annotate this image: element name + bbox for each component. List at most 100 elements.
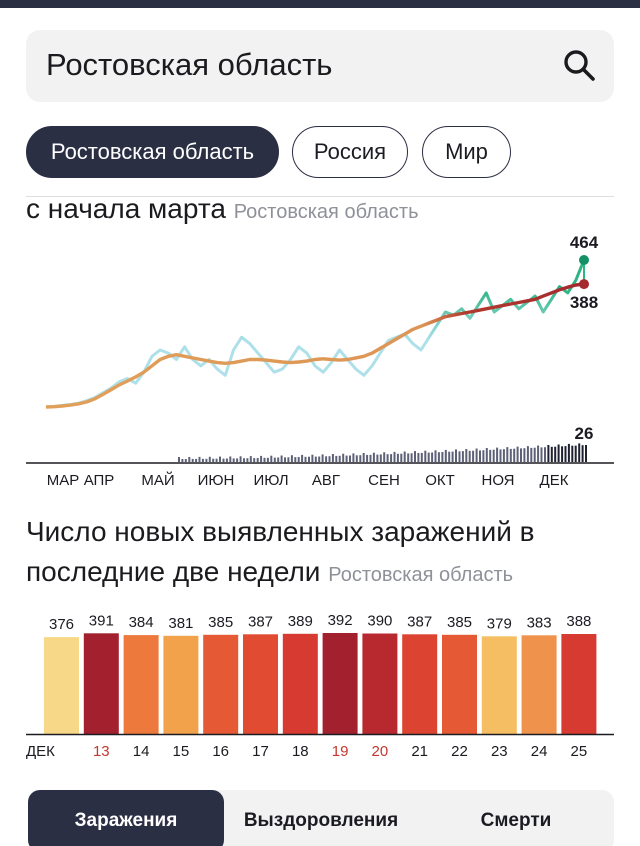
deaths-bar bbox=[352, 453, 355, 462]
deaths-bar bbox=[318, 456, 321, 462]
deaths-bar bbox=[448, 451, 451, 462]
deaths-bar bbox=[417, 453, 420, 462]
deaths-bar bbox=[369, 454, 372, 462]
bar bbox=[123, 635, 159, 734]
bar bbox=[362, 633, 398, 734]
deaths-bar bbox=[489, 449, 492, 462]
bar bbox=[83, 633, 119, 734]
deaths-bar bbox=[581, 445, 584, 462]
bar bbox=[442, 634, 477, 734]
deaths-bar bbox=[345, 455, 348, 462]
daily-last-label: 464 bbox=[570, 233, 599, 252]
deaths-bar bbox=[195, 458, 198, 462]
deaths-bar bbox=[420, 452, 423, 462]
deaths-bar bbox=[561, 446, 564, 462]
deaths-bar bbox=[287, 457, 290, 462]
day-label: 25 bbox=[571, 743, 588, 760]
deaths-bar bbox=[390, 454, 393, 462]
deaths-bar bbox=[396, 453, 399, 462]
tab-infections[interactable]: Заражения bbox=[28, 790, 224, 846]
deaths-bar bbox=[198, 456, 201, 462]
deaths-bar bbox=[362, 453, 365, 462]
deaths-bar bbox=[444, 449, 447, 462]
deaths-bar bbox=[451, 451, 454, 462]
bar-value-label: 385 bbox=[208, 614, 233, 631]
deaths-bar bbox=[547, 445, 550, 462]
deaths-bar bbox=[499, 449, 502, 462]
deaths-bar bbox=[311, 454, 314, 462]
month-prefix-label: ДЕК bbox=[26, 743, 55, 760]
month-label: МАР bbox=[47, 472, 80, 489]
tab-russia[interactable]: Россия bbox=[292, 126, 408, 178]
deaths-bar bbox=[386, 454, 389, 462]
tab-rostov-region[interactable]: Ростовская область bbox=[26, 126, 279, 178]
deaths-bar bbox=[578, 443, 581, 462]
tab-recoveries[interactable]: Выздоровления bbox=[243, 810, 399, 831]
deaths-bar bbox=[284, 457, 286, 462]
bar-value-label: 376 bbox=[49, 616, 74, 633]
deaths-bar bbox=[328, 456, 331, 462]
day-label: 13 bbox=[93, 743, 110, 760]
month-label: МАЙ bbox=[141, 471, 174, 489]
deaths-bar bbox=[366, 454, 369, 462]
deaths-bar bbox=[222, 458, 225, 462]
deaths-bar bbox=[243, 458, 245, 462]
deaths-bar bbox=[403, 451, 406, 462]
section-title-line2: последние две недели bbox=[26, 556, 321, 587]
daily-end-point bbox=[579, 255, 589, 265]
search-icon[interactable] bbox=[562, 48, 596, 82]
deaths-bar bbox=[550, 446, 553, 462]
deaths-bar bbox=[205, 458, 208, 462]
deaths-bar bbox=[256, 458, 259, 462]
deaths-bar bbox=[414, 451, 416, 462]
tab-world[interactable]: Мир bbox=[422, 126, 511, 178]
deaths-bar bbox=[236, 458, 239, 462]
deaths-bar bbox=[479, 450, 481, 462]
cases-since-march-chart: 464 388 26 МАР АПР МАЙ ИЮН ИЮЛ АВГ СЕН ОКТ НОЯ ДЕК bbox=[26, 233, 614, 489]
deaths-bar bbox=[201, 458, 204, 462]
deaths-bar bbox=[260, 455, 263, 462]
deaths-bars bbox=[178, 443, 587, 462]
deaths-bar bbox=[544, 447, 546, 462]
deaths-bar bbox=[496, 447, 499, 462]
section-title-line1: Число новых выявленных заражений в bbox=[26, 516, 535, 547]
month-label: НОЯ bbox=[481, 472, 514, 489]
month-label: ОКТ bbox=[425, 472, 455, 489]
deaths-bar bbox=[212, 458, 215, 462]
bar-value-label: 390 bbox=[367, 613, 392, 630]
deaths-bar bbox=[554, 446, 557, 462]
bar-value-label: 387 bbox=[407, 613, 432, 630]
deaths-last-label: 26 bbox=[575, 424, 594, 443]
deaths-bar bbox=[458, 451, 461, 462]
deaths-bar bbox=[314, 456, 317, 462]
deaths-bar bbox=[294, 457, 297, 462]
average-last-label: 388 bbox=[570, 293, 598, 312]
deaths-bar bbox=[400, 453, 403, 462]
month-label: ДЕК bbox=[540, 472, 569, 489]
bar-value-label: 379 bbox=[487, 615, 512, 632]
month-label: ИЮЛ bbox=[253, 472, 288, 489]
deaths-bar bbox=[188, 457, 191, 462]
section-subtitle: Ростовская область bbox=[328, 564, 514, 586]
deaths-bar bbox=[533, 447, 536, 462]
month-label: АВГ bbox=[312, 472, 340, 489]
deaths-bar bbox=[229, 456, 232, 462]
bar bbox=[282, 633, 318, 734]
deaths-bar bbox=[246, 458, 249, 462]
bar-value-label: 389 bbox=[288, 613, 313, 630]
search-field[interactable]: Ростовская область bbox=[26, 30, 614, 102]
deaths-bar bbox=[249, 456, 252, 462]
deaths-bar bbox=[225, 458, 228, 462]
bar bbox=[44, 637, 79, 734]
tab-deaths[interactable]: Смерти bbox=[480, 810, 552, 831]
day-label: 18 bbox=[292, 743, 309, 760]
deaths-bar bbox=[308, 456, 310, 462]
deaths-bar bbox=[208, 456, 211, 462]
search-input[interactable]: Ростовская область bbox=[46, 47, 333, 82]
deaths-bar bbox=[215, 458, 218, 462]
deaths-bar bbox=[349, 455, 351, 462]
deaths-bar bbox=[263, 457, 266, 462]
deaths-bar bbox=[502, 449, 505, 462]
deaths-bar bbox=[526, 446, 529, 462]
bar bbox=[163, 635, 199, 734]
